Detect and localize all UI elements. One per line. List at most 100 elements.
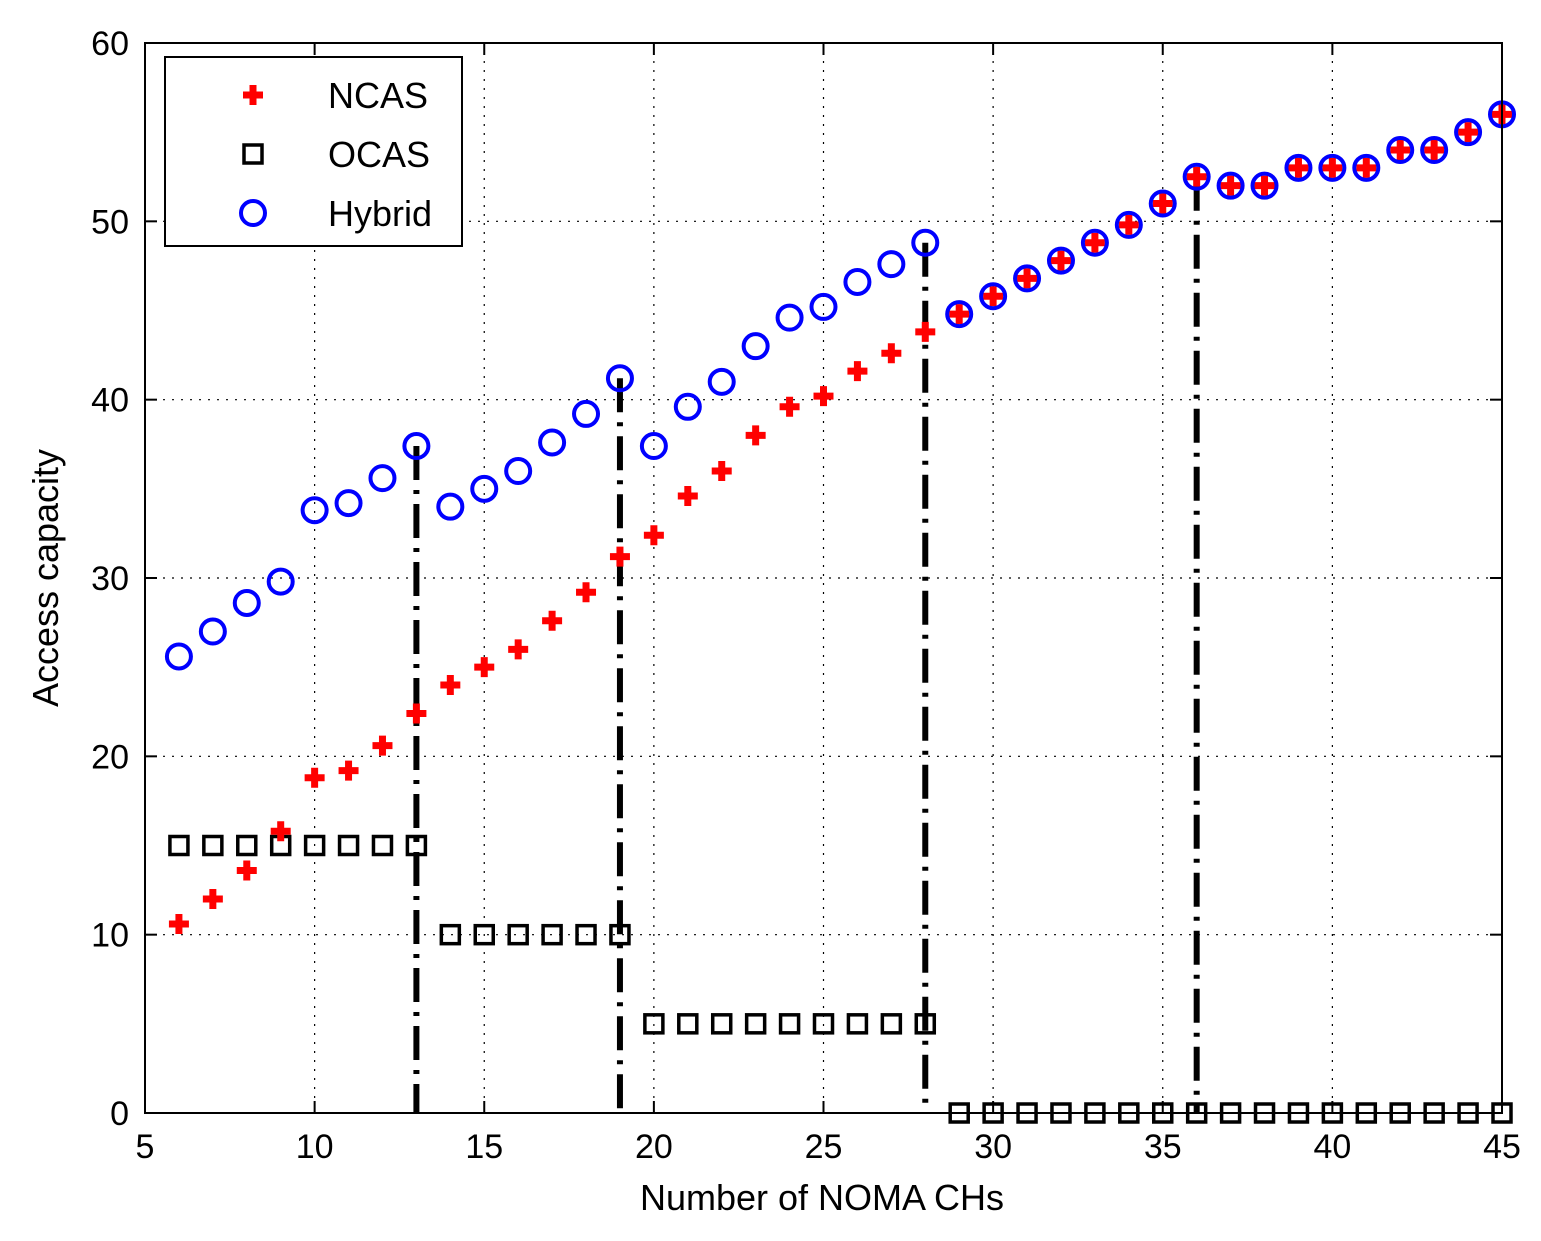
hybrid-point — [504, 457, 533, 485]
hybrid-point — [945, 300, 974, 329]
y-tick-label: 0 — [110, 1095, 129, 1133]
hybrid-point — [1250, 171, 1279, 200]
ocas-point — [880, 1013, 903, 1035]
hybrid-point — [911, 228, 940, 257]
ncas-point — [1390, 140, 1411, 160]
ncas-point — [609, 546, 630, 567]
ncas-point — [745, 425, 766, 446]
ncas-point — [270, 821, 291, 842]
hybrid-point — [1114, 210, 1143, 239]
ocas-point — [914, 1013, 937, 1035]
hybrid-point — [198, 617, 227, 646]
hybrid-point — [470, 474, 499, 503]
ncas-point — [1424, 140, 1445, 160]
hybrid-point — [572, 399, 601, 428]
ncas-point — [813, 386, 834, 407]
ncas-point — [779, 396, 800, 417]
hybrid-point — [877, 250, 906, 279]
ncas-point — [440, 675, 461, 695]
hybrid-point — [741, 332, 770, 361]
ncas-point — [542, 610, 563, 631]
y-tick-label: 30 — [91, 560, 129, 598]
ncas-point — [847, 361, 868, 382]
hybrid-point — [775, 303, 804, 332]
legend-label-ncas: NCAS — [328, 75, 428, 116]
ncas-point — [372, 735, 393, 756]
ocas-point — [303, 834, 326, 857]
legend: NCAS OCAS Hybrid — [164, 56, 463, 247]
hybrid-point — [1080, 228, 1109, 257]
hybrid-point — [368, 464, 397, 493]
ncas-point — [202, 889, 223, 909]
hybrid-point — [266, 567, 295, 596]
hybrid-point — [605, 364, 634, 393]
hybrid-point — [1013, 264, 1042, 293]
ncas-point — [881, 343, 902, 364]
x-tick-label: 35 — [1144, 1128, 1182, 1166]
y-axis-title: Access capacity — [25, 449, 66, 707]
hybrid-point — [1182, 162, 1211, 191]
ncas-point — [1186, 166, 1207, 187]
hybrid-point — [979, 282, 1008, 311]
ocas-point — [507, 923, 529, 946]
x-tick-label: 25 — [805, 1128, 843, 1166]
ocas-point — [846, 1013, 869, 1035]
x-tick-label: 20 — [635, 1128, 673, 1166]
y-tick-label: 40 — [91, 382, 129, 420]
ncas-point — [406, 703, 427, 724]
hybrid-point — [164, 642, 193, 671]
legend-marker-ncas — [243, 85, 263, 105]
ocas-point — [677, 1013, 699, 1035]
hybrid-point — [232, 588, 261, 617]
hybrid-point — [707, 367, 736, 396]
ncas-point — [677, 485, 698, 506]
y-tick-label: 10 — [91, 917, 129, 955]
hybrid-point — [1046, 246, 1075, 275]
legend-marker-ocas — [242, 143, 264, 165]
x-tick-label: 30 — [974, 1128, 1012, 1166]
x-tick-label: 15 — [465, 1128, 503, 1166]
ocas-point — [202, 834, 224, 857]
ncas-point — [949, 304, 970, 325]
ncas-point — [576, 582, 597, 603]
legend-box — [164, 56, 463, 247]
y-tick-label: 50 — [91, 203, 129, 241]
hybrid-point — [673, 392, 702, 421]
ncas-point — [1050, 250, 1071, 271]
ncas-point — [1458, 122, 1479, 143]
x-tick-label: 45 — [1483, 1128, 1521, 1166]
ncas-point — [1322, 157, 1343, 178]
x-tick-label: 5 — [136, 1128, 155, 1166]
hybrid-point — [1454, 118, 1483, 147]
hybrid-point — [1318, 153, 1347, 182]
x-tick-label: 40 — [1313, 1128, 1351, 1166]
ocas-point — [575, 923, 597, 946]
hybrid-point — [639, 432, 668, 461]
hybrid-point — [1284, 153, 1313, 182]
ncas-point — [304, 767, 325, 788]
ncas-point — [1084, 232, 1105, 253]
ocas-point — [744, 1013, 767, 1035]
ocas-point — [609, 923, 631, 946]
y-tick-label: 60 — [91, 25, 129, 63]
ncas-point — [508, 639, 529, 660]
ncas-point — [1118, 214, 1139, 235]
ocas-point — [236, 834, 258, 857]
hybrid-point — [1386, 136, 1415, 164]
ocas-point — [812, 1013, 835, 1035]
hybrid-point — [334, 489, 363, 518]
ncas-point — [1152, 193, 1173, 214]
ncas-point — [1017, 268, 1038, 289]
hybrid-point — [843, 267, 872, 296]
ncas-point — [1356, 157, 1377, 178]
ocas-point — [643, 1013, 665, 1035]
legend-label-ocas: OCAS — [328, 134, 430, 175]
markers-layer — [164, 100, 1516, 1124]
ncas-point — [236, 860, 257, 881]
ncas-point — [915, 321, 936, 342]
hybrid-point — [1352, 153, 1381, 182]
ncas-point — [338, 760, 359, 781]
ncas-point — [1288, 157, 1309, 178]
